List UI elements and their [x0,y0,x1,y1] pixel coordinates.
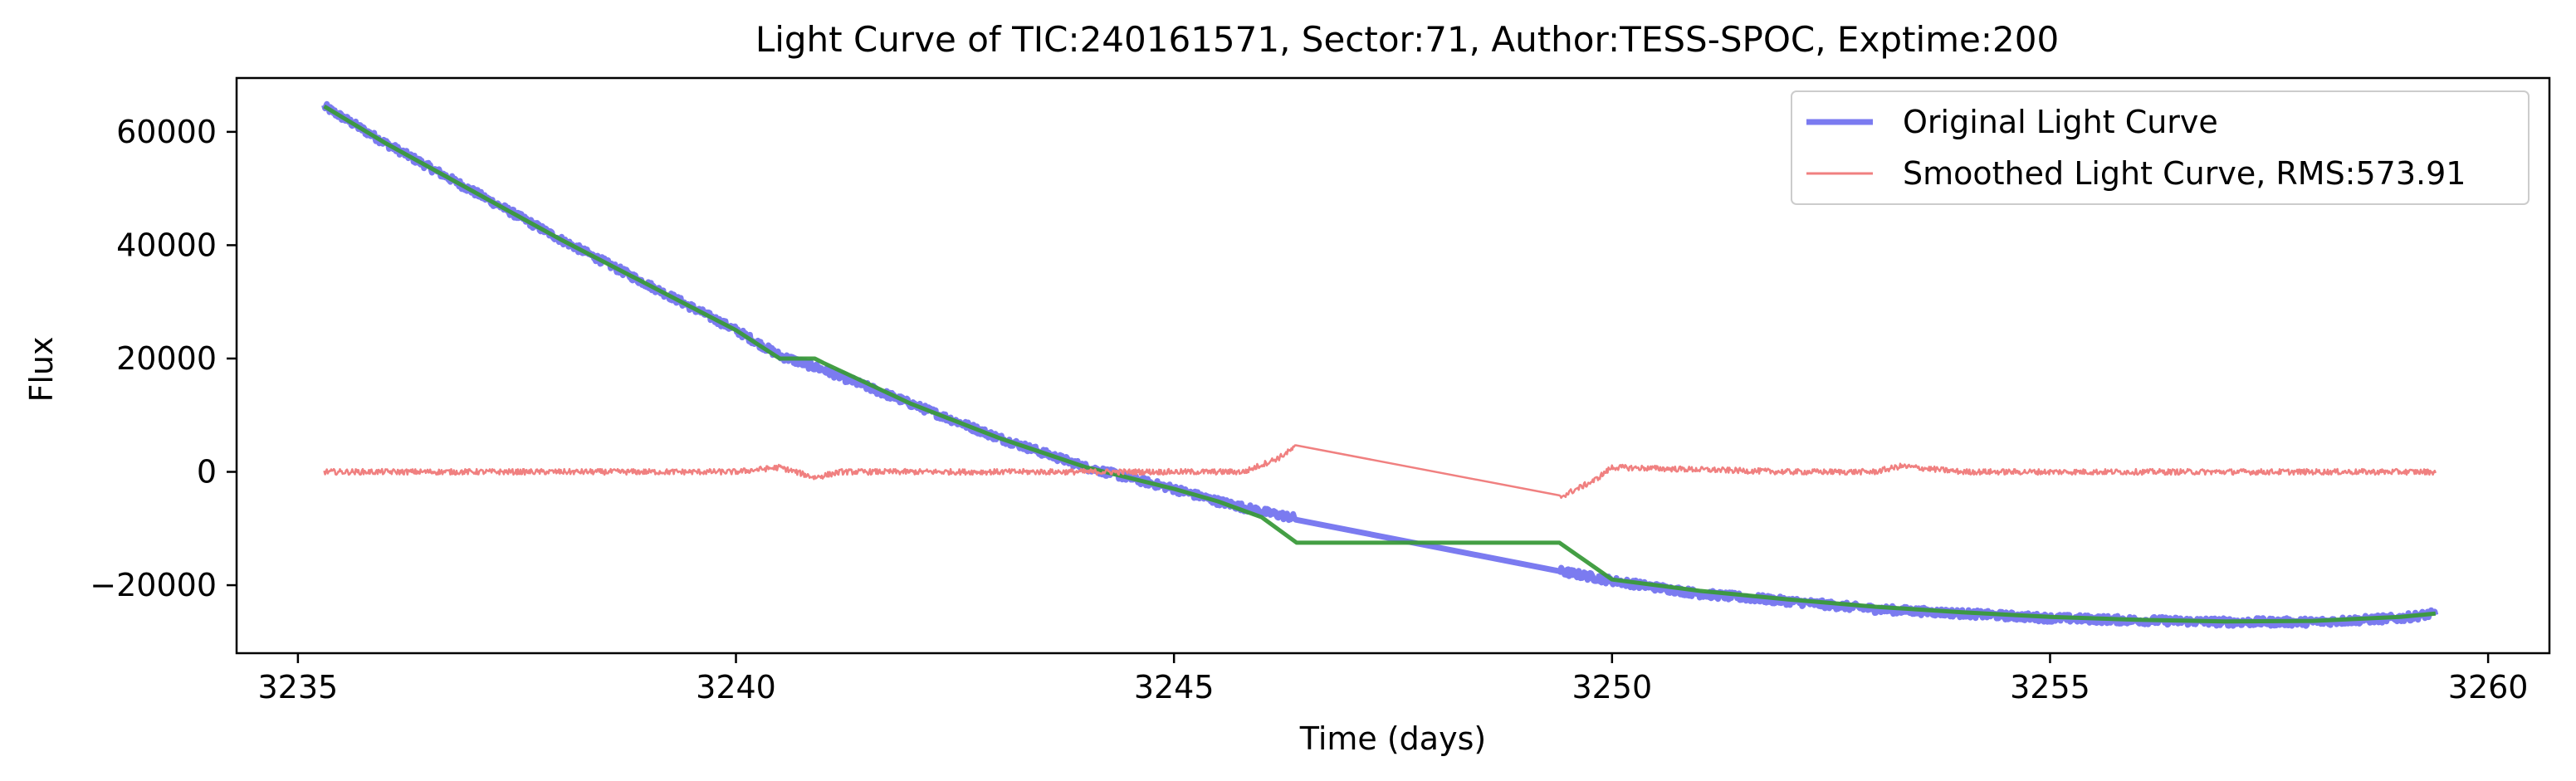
legend-box [1791,90,2530,205]
x-tick-label: 3260 [2448,669,2529,705]
y-tick-label: −20000 [90,567,217,603]
y-tick-label: 60000 [116,114,217,150]
x-tick-label: 3245 [1134,669,1215,705]
series-line-1 [323,104,2437,624]
x-axis-ticks: 3235 3240 3245 3250 3255 3260 [258,653,2529,705]
x-tick-label: 3250 [1572,669,1652,705]
legend-label-original: Original Light Curve [1903,104,2218,140]
y-tick-label: 0 [197,454,217,491]
legend-label-smoothed: Smoothed Light Curve, RMS:573.91 [1903,155,2466,192]
series-layer [321,100,2439,629]
y-tick-label: 40000 [116,227,217,263]
x-axis-label: Time (days) [1299,720,1486,757]
plot-area [235,76,2551,655]
plot-frame [235,76,2551,655]
series-line-2 [323,444,2437,500]
chart-title: Light Curve of TIC:240161571, Sector:71,… [755,19,2059,60]
y-tick-label: 20000 [116,340,217,377]
x-tick-label: 3235 [258,669,339,705]
x-tick-label: 3240 [696,669,776,705]
x-tick-label: 3255 [2010,669,2090,705]
y-axis-ticks: −20000 0 20000 40000 60000 [90,114,237,603]
y-axis-label: Flux [23,337,60,403]
legend: Original Light Curve Smoothed Light Curv… [1791,90,2530,205]
